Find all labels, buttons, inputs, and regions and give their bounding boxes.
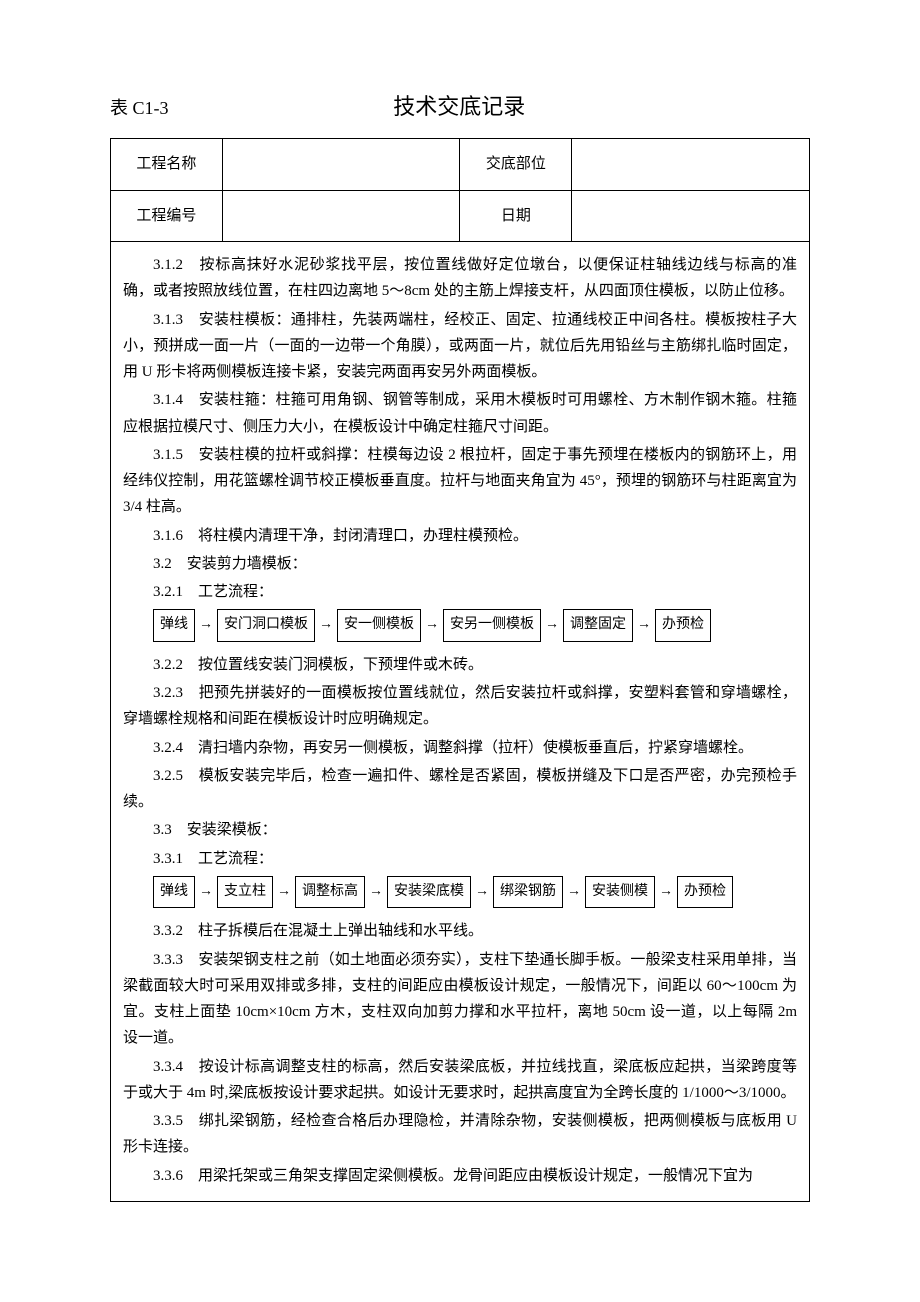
para-336: 3.3.6 用梁托架或三角架支撑固定梁侧模板。龙骨间距应由模板设计规定，一般情况…	[123, 1163, 797, 1189]
flow-box: 支立柱	[217, 876, 273, 909]
project-number-label: 工程编号	[111, 190, 223, 242]
project-name-value	[222, 139, 460, 191]
arrow-icon: →	[567, 879, 581, 906]
flow-box: 弹线	[153, 609, 195, 642]
flow-box: 安门洞口模板	[217, 609, 315, 642]
flow-box: 调整固定	[563, 609, 633, 642]
date-label: 日期	[460, 190, 572, 242]
para-333: 3.3.3 安装架钢支柱之前（如土地面必须夯实），支柱下垫通长脚手板。一般梁支柱…	[123, 947, 797, 1052]
disclosure-part-value	[572, 139, 810, 191]
arrow-icon: →	[475, 879, 489, 906]
arrow-icon: →	[425, 612, 439, 639]
para-323: 3.2.3 把预先拼装好的一面模板按位置线就位，然后安装拉杆或斜撑，安塑料套管和…	[123, 680, 797, 733]
para-316: 3.1.6 将柱模内清理干净，封闭清理口，办理柱模预检。	[123, 523, 797, 549]
para-331: 3.3.1 工艺流程：	[123, 846, 797, 872]
project-number-value	[222, 190, 460, 242]
flow-331: 弹线 → 支立柱 → 调整标高 → 安装梁底模 → 绑梁钢筋 → 安装侧模 → …	[153, 876, 797, 909]
flow-box: 办预检	[655, 609, 711, 642]
para-322: 3.2.2 按位置线安装门洞模板，下预埋件或木砖。	[123, 652, 797, 678]
arrow-icon: →	[277, 879, 291, 906]
flow-box: 安装梁底模	[387, 876, 471, 909]
para-32: 3.2 安装剪力墙模板：	[123, 551, 797, 577]
date-value	[572, 190, 810, 242]
arrow-icon: →	[369, 879, 383, 906]
para-321: 3.2.1 工艺流程：	[123, 579, 797, 605]
flow-box: 安一侧模板	[337, 609, 421, 642]
para-33: 3.3 安装梁模板：	[123, 817, 797, 843]
para-313: 3.1.3 安装柱模板：通排柱，先装两端柱，经校正、固定、拉通线校正中间各柱。模…	[123, 307, 797, 386]
para-324: 3.2.4 清扫墙内杂物，再安另一侧模板，调整斜撑（拉杆）使模板垂直后，拧紧穿墙…	[123, 735, 797, 761]
table-row: 工程编号 日期	[111, 190, 810, 242]
flow-321: 弹线 → 安门洞口模板 → 安一侧模板 → 安另一侧模板 → 调整固定 → 办预…	[153, 609, 797, 642]
arrow-icon: →	[637, 612, 651, 639]
content-body: 3.1.2 按标高抹好水泥砂浆找平层，按位置线做好定位墩台，以便保证柱轴线边线与…	[110, 242, 810, 1202]
page-title: 技术交底记录	[109, 90, 811, 123]
para-315: 3.1.5 安装柱模的拉杆或斜撑：柱模每边设 2 根拉杆，固定于事先预埋在楼板内…	[123, 442, 797, 521]
arrow-icon: →	[319, 612, 333, 639]
disclosure-part-label: 交底部位	[460, 139, 572, 191]
para-332: 3.3.2 柱子拆模后在混凝土上弹出轴线和水平线。	[123, 918, 797, 944]
arrow-icon: →	[545, 612, 559, 639]
project-name-label: 工程名称	[111, 139, 223, 191]
para-314: 3.1.4 安装柱箍：柱箍可用角钢、钢管等制成，采用木模板时可用螺栓、方木制作钢…	[123, 387, 797, 440]
flow-box: 安装侧模	[585, 876, 655, 909]
arrow-icon: →	[659, 879, 673, 906]
para-312: 3.1.2 按标高抹好水泥砂浆找平层，按位置线做好定位墩台，以便保证柱轴线边线与…	[123, 252, 797, 305]
para-334: 3.3.4 按设计标高调整支柱的标高，然后安装梁底板，并拉线找直，梁底板应起拱，…	[123, 1054, 797, 1107]
para-325: 3.2.5 模板安装完毕后，检查一遍扣件、螺栓是否紧固，模板拼缝及下口是否严密，…	[123, 763, 797, 816]
flow-box: 调整标高	[295, 876, 365, 909]
flow-box: 绑梁钢筋	[493, 876, 563, 909]
flow-box: 弹线	[153, 876, 195, 909]
arrow-icon: →	[199, 879, 213, 906]
table-row: 工程名称 交底部位	[111, 139, 810, 191]
arrow-icon: →	[199, 612, 213, 639]
flow-box: 安另一侧模板	[443, 609, 541, 642]
para-335: 3.3.5 绑扎梁钢筋，经检查合格后办理隐检，并清除杂物，安装侧模板，把两侧模板…	[123, 1108, 797, 1161]
info-table: 工程名称 交底部位 工程编号 日期	[110, 138, 810, 242]
flow-box: 办预检	[677, 876, 733, 909]
